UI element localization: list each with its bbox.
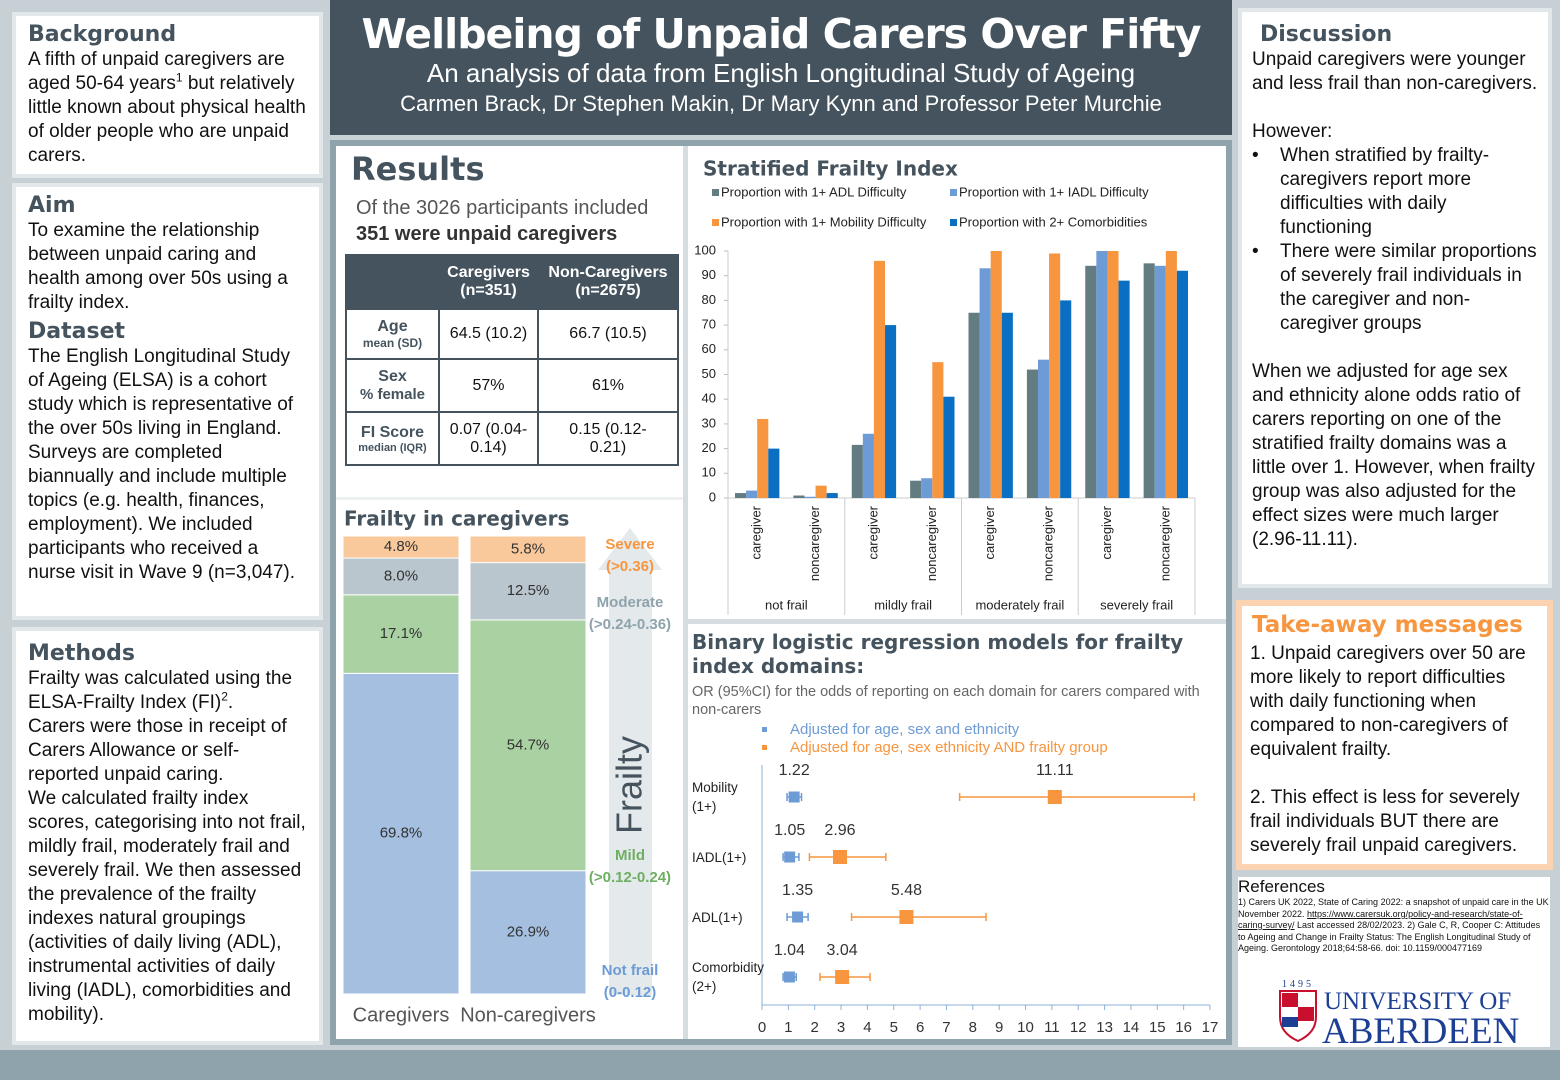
- cell: 57%: [438, 358, 539, 413]
- link: https://www.carersuk.org/policy-and-rese…: [1238, 908, 1523, 931]
- text: When stratified by frailty- caregivers r…: [1280, 145, 1490, 238]
- paragraph: The English Longitudinal Study of Ageing…: [28, 346, 296, 583]
- cell: 0.15 (0.12-0.21): [537, 411, 679, 466]
- label-sub: mean (SD): [362, 336, 423, 350]
- row-label: FI Score median (IQR): [345, 411, 440, 466]
- paragraph: 1. Unpaid caregivers over 50 are more li…: [1250, 643, 1526, 760]
- label: FI Score: [360, 423, 425, 441]
- aim-dataset-panel: Aim To examine the relationship between …: [12, 183, 323, 620]
- paragraph: Carers were those in receipt of Carers A…: [28, 716, 287, 785]
- text: Frailty was calculated using the ELSA-Fr…: [28, 668, 293, 713]
- bullet-dot: •: [1252, 145, 1259, 166]
- cell: 61%: [537, 358, 679, 413]
- takeaway-panel: Take-away messages 1. Unpaid caregivers …: [1236, 600, 1553, 870]
- logo-line1: UNIVERSITY OF: [1324, 988, 1511, 1015]
- table-row: Age mean (SD) 64.5 (10.2) 66.7 (10.5): [345, 308, 679, 360]
- results-intro: Of the 3026 participants included: [356, 197, 649, 219]
- cell: 0.07 (0.04-0.14): [438, 411, 539, 466]
- header: Wellbeing of Unpaid Carers Over Fifty An…: [330, 0, 1232, 135]
- header-title: Caregivers: [447, 264, 530, 281]
- paragraph: However:: [1252, 121, 1333, 142]
- crest-part: [1282, 1017, 1298, 1027]
- label-sub: % female: [359, 386, 426, 403]
- chart-subtitle: OR (95%CI) for the odds of reporting on …: [692, 684, 1200, 718]
- heading: Take-away messages: [1252, 612, 1523, 638]
- logo-graphic: 1495 UNIVERSITY OF ABERDEEN: [1279, 979, 1519, 1052]
- divider: [336, 497, 683, 500]
- bullet: • There were similar proportions of sever…: [1252, 240, 1538, 336]
- methods-panel: Methods Frailty was calculated using the…: [12, 627, 323, 1045]
- subtitle: An analysis of data from English Longitu…: [426, 58, 1136, 88]
- footer-band: [0, 1050, 1560, 1080]
- logo-line2: ABERDEEN: [1322, 1011, 1519, 1047]
- cell: 64.5 (10.2): [438, 308, 539, 360]
- header-sub: (n=2675): [575, 282, 641, 299]
- crest-part: [1298, 1007, 1314, 1021]
- table-header: Caregivers (n=351) Non-Caregivers (n=2675): [345, 254, 679, 310]
- bullet: • When stratified by frailty- caregivers …: [1252, 144, 1538, 240]
- text: 1) Carers UK 2022, State of Caring 2022:…: [1238, 897, 1549, 919]
- paragraph: To examine the relationship between unpa…: [28, 220, 288, 313]
- row-label: Sex% female: [345, 358, 440, 413]
- paragraph: Unpaid caregivers were younger and less …: [1252, 49, 1538, 94]
- background-panel: Background A fifth of unpaid caregivers …: [12, 12, 323, 178]
- heading: Methods: [28, 641, 135, 666]
- paragraph: 1) Carers UK 2022, State of Caring 2022:…: [1238, 897, 1550, 955]
- divider: [688, 619, 1226, 624]
- table-row: Sex% female 57% 61%: [345, 358, 679, 413]
- results-intro-bold: 351 were unpaid caregivers: [356, 223, 618, 245]
- row-label: Mobility (1+): [692, 780, 738, 814]
- logo-year: 1495: [1282, 979, 1314, 990]
- header-title: Non-Caregivers: [548, 264, 668, 281]
- heading: References: [1238, 877, 1325, 896]
- superscript: 1: [175, 70, 183, 85]
- text: Last accessed 28/02/2023. 2) Gale C, R, …: [1238, 920, 1541, 953]
- results-heading: Results: [351, 150, 485, 188]
- label-sub: median (IQR): [358, 441, 427, 454]
- chart-title: Binary logistic regression models for fr…: [692, 630, 1184, 678]
- results-table: Caregivers (n=351) Non-Caregivers (n=2675)…: [345, 254, 679, 466]
- superscript: 2: [221, 689, 228, 704]
- authors: Carmen Brack, Dr Stephen Makin, Dr Mary …: [400, 91, 1162, 116]
- heading: Background: [28, 22, 177, 47]
- paragraph: 2. This effect is less for severely frai…: [1250, 787, 1520, 856]
- label: Sex: [378, 368, 407, 385]
- row-label: IADL(1+): [692, 849, 747, 865]
- row-label: Comorbidity (2+): [692, 960, 765, 994]
- heading: Discussion: [1260, 22, 1393, 47]
- header-sub: (n=351): [460, 282, 517, 299]
- header-cell: [345, 254, 440, 310]
- references-panel: References 1) Carers UK 2022, State of C…: [1238, 877, 1550, 977]
- heading: Aim: [28, 193, 76, 218]
- paragraph: When we adjusted for age sex and ethnici…: [1252, 361, 1536, 550]
- header-cell: Non-Caregivers (n=2675): [537, 254, 679, 310]
- logo: 1495 UNIVERSITY OF ABERDEEN: [1238, 977, 1550, 1052]
- header-cell: Caregivers (n=351): [438, 254, 539, 310]
- row-label: Age mean (SD): [345, 308, 440, 360]
- divider: [683, 146, 688, 1039]
- paragraph: We calculated frailty index scores, cate…: [28, 788, 306, 1025]
- cell: 66.7 (10.5): [537, 308, 679, 360]
- heading: Dataset: [28, 319, 126, 344]
- row-label: ADL(1+): [692, 909, 743, 925]
- text: .: [227, 692, 234, 713]
- discussion-panel: Discussion Unpaid caregivers were younge…: [1238, 8, 1552, 588]
- paragraph: Frailty was calculated using the ELSA-Fr…: [28, 667, 307, 715]
- bullet-dot: •: [1252, 241, 1259, 262]
- paragraph: A fifth of unpaid caregivers are aged 50…: [28, 48, 307, 168]
- label: Age: [377, 318, 408, 335]
- text: but relatively little known about physic…: [28, 73, 306, 166]
- table-row: FI Score median (IQR) 0.07 (0.04-0.14) 0.…: [345, 411, 679, 466]
- crest-part: [1282, 993, 1298, 1007]
- text: A fifth of unpaid caregivers are aged 50…: [28, 49, 285, 94]
- title: Wellbeing of Unpaid Carers Over Fifty: [361, 10, 1202, 58]
- text: There were similar proportions of severe…: [1280, 241, 1537, 334]
